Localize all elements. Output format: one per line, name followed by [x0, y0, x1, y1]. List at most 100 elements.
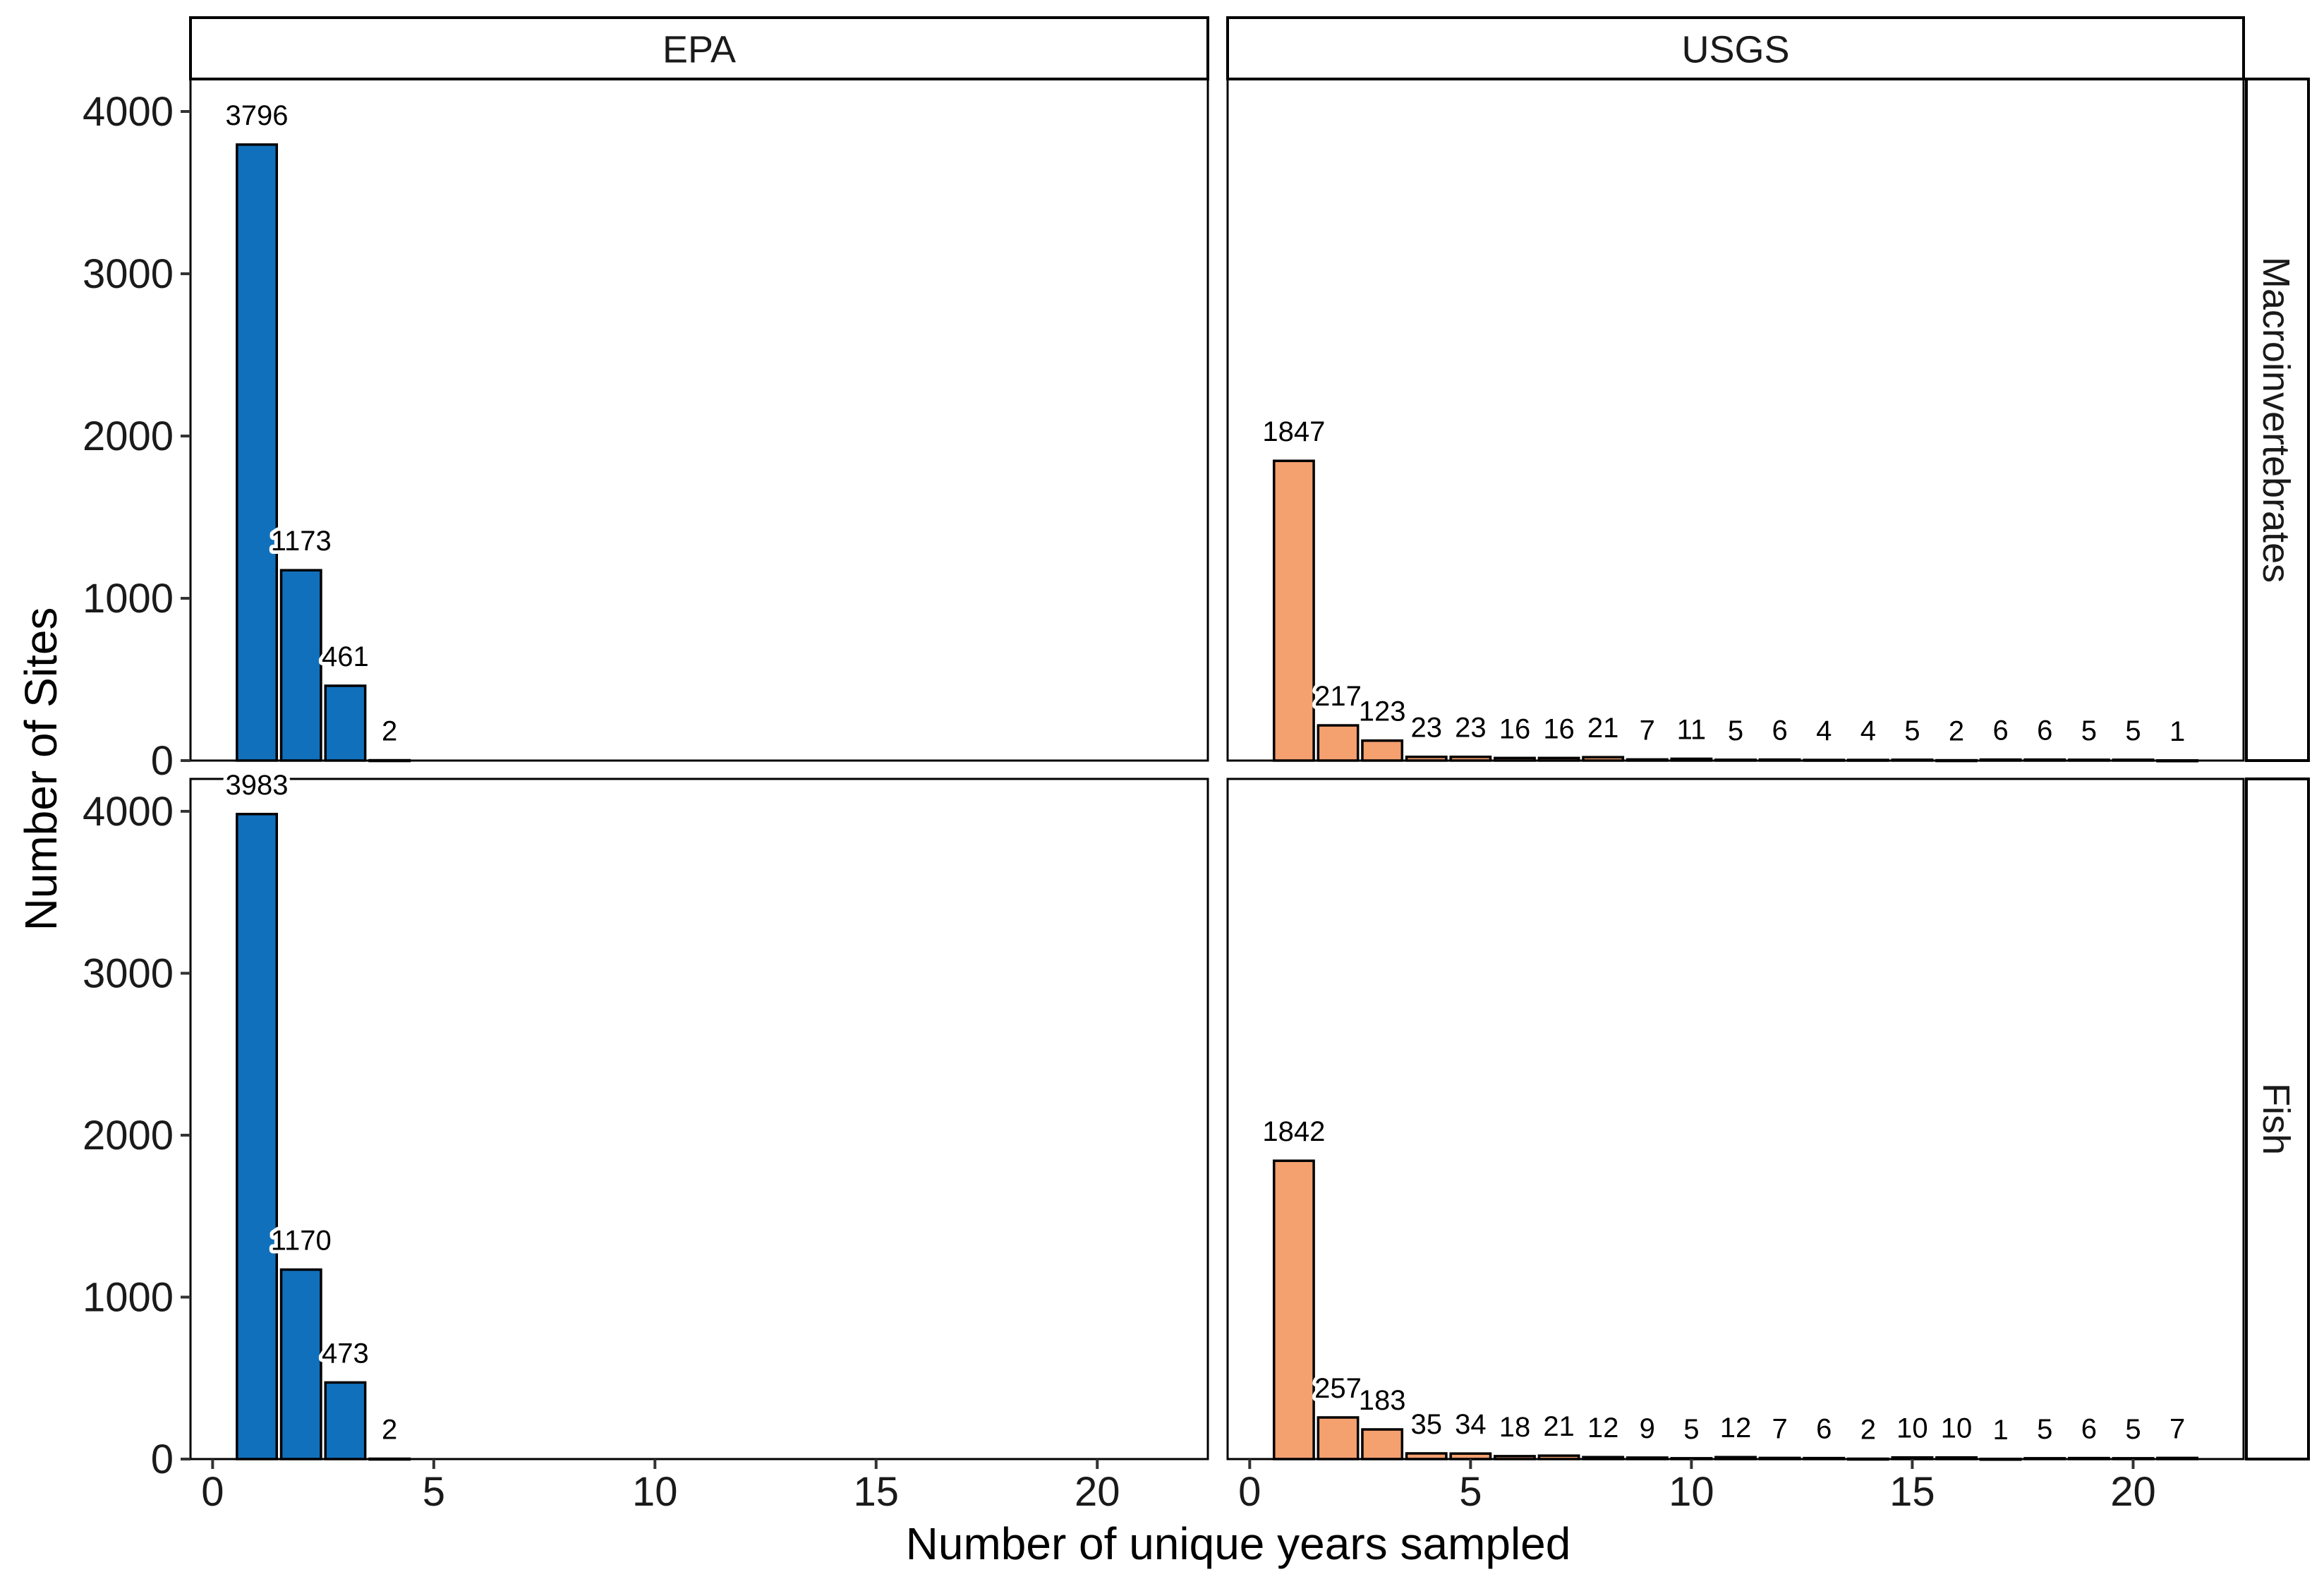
data-label-usgs-fish-12: 7	[1772, 1413, 1787, 1444]
bar-usgs-fish-9	[1626, 1456, 1669, 1460]
y-tick-label: 3000	[83, 251, 174, 297]
bar-usgs-fish-11	[1714, 1456, 1757, 1460]
panel-epa-fish	[189, 778, 1209, 1460]
bar-usgs-macroinvertebrates-14	[1846, 758, 1889, 762]
bar-usgs-fish-8	[1582, 1456, 1625, 1460]
data-label-usgs-fish-3: 183	[1359, 1385, 1406, 1416]
facet-label-macroinvertebrates: Macroinvertebrates	[2255, 257, 2297, 583]
data-label-usgs-macroinvertebrates-15: 5	[1904, 715, 1920, 746]
bar-usgs-macroinvertebrates-1	[1272, 459, 1315, 762]
bar-usgs-macroinvertebrates-7	[1537, 756, 1580, 762]
bar-epa-fish-2	[279, 1268, 322, 1460]
bar-epa-fish-4	[368, 1457, 411, 1461]
data-label-usgs-fish-21: 7	[2169, 1413, 2185, 1444]
data-label-usgs-macroinvertebrates-18: 6	[2037, 715, 2052, 746]
bar-usgs-fish-21	[2156, 1456, 2199, 1460]
data-label-usgs-macroinvertebrates-7: 16	[1543, 713, 1575, 744]
bar-usgs-fish-12	[1758, 1456, 1801, 1460]
data-label-usgs-macroinvertebrates-16: 2	[1949, 716, 1964, 747]
x-tick-label: 20	[1075, 1469, 1120, 1515]
bar-usgs-macroinvertebrates-6	[1494, 756, 1536, 762]
data-label-usgs-macroinvertebrates-12: 6	[1772, 715, 1787, 746]
panel-usgs-fish	[1226, 778, 2245, 1460]
y-tick-label: 1000	[83, 1274, 174, 1320]
data-label-usgs-macroinvertebrates-6: 16	[1499, 713, 1531, 744]
data-label-usgs-macroinvertebrates-13: 4	[1816, 715, 1832, 746]
bar-usgs-fish-5	[1449, 1452, 1492, 1460]
bar-usgs-macroinvertebrates-9	[1626, 758, 1669, 762]
bar-epa-macroinvertebrates-1	[236, 143, 279, 762]
bar-epa-macroinvertebrates-3	[324, 684, 367, 762]
data-label-usgs-macroinvertebrates-3: 123	[1359, 696, 1406, 727]
x-tick-label: 0	[201, 1469, 224, 1515]
data-label-usgs-macroinvertebrates-1: 1847	[1262, 416, 1325, 447]
data-label-usgs-fish-9: 9	[1640, 1413, 1655, 1444]
data-label-usgs-macroinvertebrates-17: 6	[1993, 715, 2009, 746]
bar-epa-macroinvertebrates-2	[279, 569, 322, 762]
data-label-usgs-macroinvertebrates-19: 5	[2081, 715, 2097, 746]
data-label-usgs-fish-13: 6	[1816, 1414, 1832, 1445]
y-tick-label: 0	[151, 1436, 174, 1482]
y-axis-title: Number of Sites	[16, 607, 66, 931]
bar-usgs-fish-13	[1803, 1456, 1846, 1460]
data-label-epa-macroinvertebrates-4: 2	[382, 716, 397, 747]
bar-usgs-fish-7	[1537, 1454, 1580, 1460]
data-label-usgs-fish-15: 10	[1896, 1413, 1928, 1444]
bar-epa-fish-3	[324, 1381, 367, 1460]
data-label-usgs-macroinvertebrates-8: 21	[1587, 713, 1619, 744]
bar-usgs-macroinvertebrates-18	[2023, 758, 2066, 762]
bar-usgs-fish-16	[1935, 1456, 1978, 1460]
bar-usgs-fish-1	[1272, 1159, 1315, 1460]
x-tick-label: 10	[632, 1469, 678, 1515]
bar-usgs-macroinvertebrates-12	[1758, 758, 1801, 762]
x-tick-label: 20	[2110, 1469, 2156, 1515]
bar-usgs-fish-10	[1670, 1457, 1713, 1460]
data-label-epa-macroinvertebrates-1: 3796	[226, 100, 289, 131]
bar-usgs-macroinvertebrates-11	[1714, 758, 1757, 762]
x-tick-label: 0	[1238, 1469, 1261, 1515]
bar-usgs-macroinvertebrates-4	[1405, 755, 1448, 762]
data-label-usgs-macroinvertebrates-14: 4	[1860, 715, 1876, 746]
bar-usgs-macroinvertebrates-2	[1317, 724, 1360, 762]
x-axis-title: Number of unique years sampled	[906, 1518, 1571, 1569]
data-label-usgs-fish-18: 5	[2037, 1414, 2052, 1445]
data-label-usgs-fish-7: 21	[1543, 1411, 1575, 1442]
data-label-usgs-fish-1: 1842	[1262, 1116, 1325, 1147]
x-tick-label: 10	[1669, 1469, 1714, 1515]
data-label-usgs-fish-4: 35	[1410, 1409, 1442, 1440]
bar-usgs-macroinvertebrates-15	[1891, 758, 1934, 762]
data-label-usgs-macroinvertebrates-20: 5	[2125, 715, 2141, 746]
bar-epa-fish-1	[236, 813, 279, 1460]
bar-usgs-fish-14	[1846, 1457, 1889, 1461]
bar-usgs-fish-6	[1494, 1455, 1536, 1460]
bar-usgs-fish-4	[1405, 1452, 1448, 1460]
bar-usgs-fish-15	[1891, 1456, 1934, 1460]
bar-usgs-macroinvertebrates-17	[1979, 758, 2022, 762]
data-label-usgs-fish-14: 2	[1860, 1415, 1876, 1446]
x-tick-label: 5	[423, 1469, 445, 1515]
bar-usgs-fish-20	[2112, 1457, 2155, 1460]
y-tick-label: 2000	[83, 1113, 174, 1159]
panel-usgs-macroinvertebrates	[1226, 78, 2245, 762]
data-label-usgs-macroinvertebrates-4: 23	[1410, 713, 1442, 744]
bar-usgs-fish-2	[1317, 1416, 1360, 1460]
data-label-usgs-fish-8: 12	[1587, 1412, 1619, 1444]
y-tick-label: 3000	[83, 950, 174, 996]
data-label-usgs-fish-10: 5	[1683, 1414, 1699, 1445]
panel-epa-macroinvertebrates	[189, 78, 1209, 762]
data-label-usgs-macroinvertebrates-2: 217	[1314, 681, 1362, 712]
data-label-usgs-macroinvertebrates-5: 23	[1455, 713, 1487, 744]
data-label-usgs-fish-11: 12	[1720, 1412, 1752, 1444]
facet-label-epa: EPA	[662, 29, 736, 71]
data-label-epa-fish-4: 2	[382, 1415, 397, 1446]
data-label-usgs-fish-5: 34	[1455, 1409, 1487, 1440]
y-tick-label: 0	[151, 738, 174, 784]
facet-label-fish: Fish	[2255, 1083, 2297, 1155]
data-label-epa-fish-2: 1170	[271, 1225, 332, 1256]
bar-usgs-macroinvertebrates-19	[2067, 758, 2110, 762]
x-tick-label: 15	[854, 1469, 900, 1515]
data-label-usgs-fish-19: 6	[2081, 1414, 2097, 1445]
bar-usgs-macroinvertebrates-3	[1361, 739, 1404, 762]
